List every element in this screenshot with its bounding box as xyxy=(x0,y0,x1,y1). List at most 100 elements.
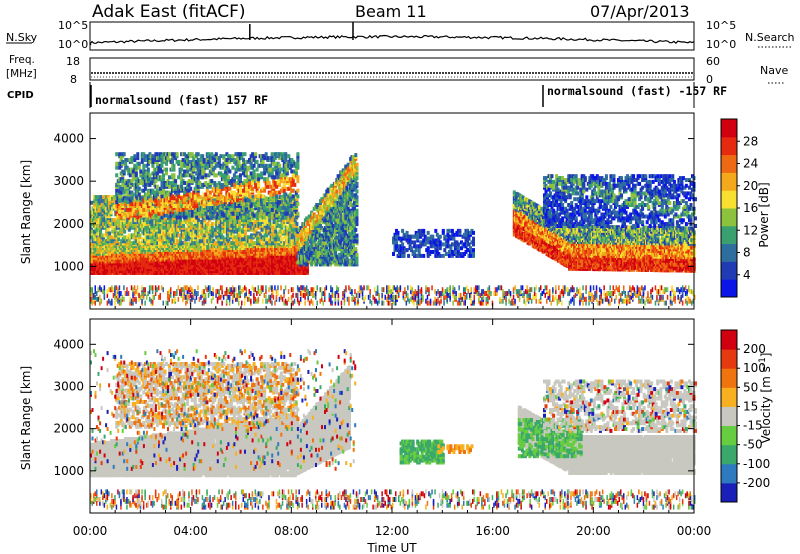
power-cell xyxy=(141,249,145,254)
power-cell xyxy=(183,169,187,174)
power-cell xyxy=(201,154,205,159)
power-cell xyxy=(156,223,160,228)
power-cell xyxy=(239,190,242,195)
power-cell xyxy=(201,239,205,244)
power-cell xyxy=(214,152,218,157)
power-cell xyxy=(108,231,112,236)
power-cell xyxy=(121,159,125,164)
power-cell xyxy=(134,209,138,214)
power-cell xyxy=(97,208,101,213)
power-cell xyxy=(165,161,168,166)
power-cell xyxy=(111,239,115,244)
power-cell xyxy=(210,152,214,157)
power-cell xyxy=(233,253,237,258)
power-cell xyxy=(125,158,129,162)
power-cell xyxy=(210,215,214,220)
power-cell xyxy=(201,223,205,228)
power-cell xyxy=(99,195,103,200)
power-cell xyxy=(222,213,226,218)
power-cell xyxy=(172,196,176,201)
power-cell xyxy=(142,207,146,212)
power-cell xyxy=(99,229,103,234)
power-cell xyxy=(128,173,132,178)
power-cell xyxy=(240,202,244,207)
power-cell xyxy=(213,241,217,246)
power-cell xyxy=(195,223,199,228)
freq-label: Freq. xyxy=(9,54,35,66)
power-cell xyxy=(100,233,104,238)
power-cell xyxy=(137,186,141,191)
power-cell xyxy=(228,154,232,159)
power-cell xyxy=(210,225,214,230)
power-cell xyxy=(180,167,184,172)
power-cell xyxy=(237,159,241,164)
power-cell xyxy=(293,270,297,275)
freq-tick-bottom: 8 xyxy=(70,73,77,86)
power-cell xyxy=(90,200,93,205)
power-cell xyxy=(218,237,222,242)
power-cell xyxy=(155,188,159,193)
power-cell xyxy=(90,235,93,240)
power-cell xyxy=(248,263,252,268)
power-cell xyxy=(111,225,115,230)
power-cell xyxy=(126,253,130,258)
freq-unit-label: [MHz] xyxy=(6,68,37,80)
power-cell xyxy=(171,227,175,232)
power-cell xyxy=(218,227,222,232)
power-cell xyxy=(160,194,164,199)
power-cell xyxy=(141,257,145,262)
power-cell xyxy=(134,165,138,170)
power-cell xyxy=(213,158,217,162)
power-cell xyxy=(169,181,173,185)
power-cell xyxy=(109,235,113,240)
power-cell xyxy=(186,195,190,200)
power-cell xyxy=(150,239,154,244)
power-cell xyxy=(196,152,200,157)
power-cell xyxy=(186,218,190,223)
power-cell xyxy=(151,154,155,159)
power-cell xyxy=(210,221,214,226)
power-cell xyxy=(119,215,123,220)
power-cell xyxy=(202,200,206,205)
power-cell xyxy=(165,167,168,172)
power-cell xyxy=(222,154,226,159)
power-cell xyxy=(253,241,257,246)
power-cell xyxy=(96,195,99,200)
power-cell xyxy=(111,253,115,258)
power-cell xyxy=(234,167,238,172)
power-cell xyxy=(124,161,128,166)
power-cell xyxy=(237,204,241,208)
power-cell xyxy=(236,211,239,216)
power-cell xyxy=(97,231,101,236)
power-cell xyxy=(136,152,140,157)
power-cell xyxy=(162,173,165,178)
power-cell xyxy=(156,216,160,221)
power-cell xyxy=(160,205,164,210)
power-cell xyxy=(190,209,194,214)
power-cell xyxy=(163,204,167,208)
power-cell xyxy=(154,179,158,184)
power-cell xyxy=(134,171,138,176)
power-cell xyxy=(142,204,146,208)
power-cell xyxy=(177,204,181,208)
power-cell xyxy=(201,175,205,180)
power-cell xyxy=(219,154,223,159)
power-cell xyxy=(239,186,242,191)
power-cell xyxy=(111,206,115,211)
power-cell xyxy=(186,165,190,170)
power-cell xyxy=(208,205,212,210)
power-cell xyxy=(111,229,115,234)
power-cell xyxy=(97,235,101,240)
power-cell xyxy=(122,215,126,220)
power-cell xyxy=(162,177,165,182)
nave-tick-bottom: 0 xyxy=(706,73,713,86)
power-cell xyxy=(195,215,199,220)
power-cell xyxy=(111,202,115,207)
nave-label: Nave xyxy=(760,64,788,77)
power-cell xyxy=(97,269,101,273)
power-cell xyxy=(204,173,208,178)
power-cell xyxy=(180,184,184,189)
power-cell xyxy=(199,158,203,162)
power-cell xyxy=(214,173,218,178)
power-cell xyxy=(274,229,278,234)
